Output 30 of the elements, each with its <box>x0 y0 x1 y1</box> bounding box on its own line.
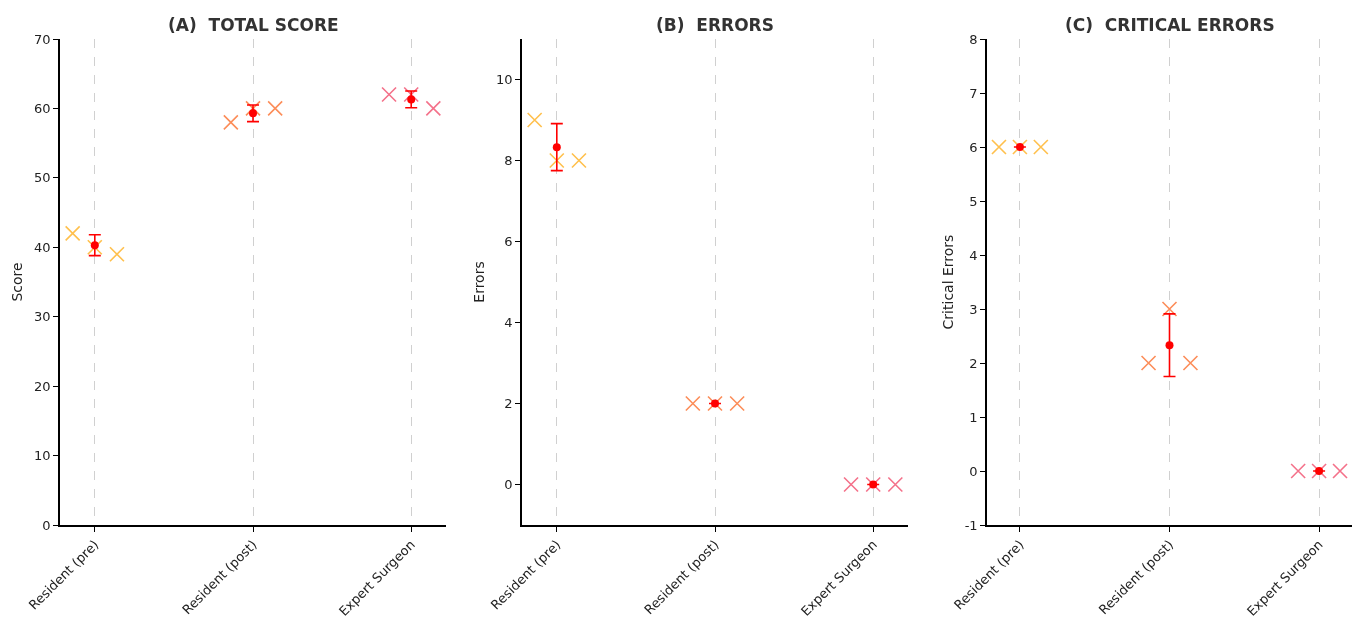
y-tick-label: 2 <box>504 396 513 412</box>
y-tick-label: 6 <box>504 234 513 250</box>
y-tick-label: 4 <box>504 315 513 331</box>
chart-title: (A) TOTAL SCORE <box>168 15 339 35</box>
y-tick-label: 60 <box>34 100 51 116</box>
y-tick-label: 10 <box>496 72 513 88</box>
y-tick-label: 4 <box>969 247 978 263</box>
y-tick-label: 30 <box>34 309 51 325</box>
y-tick-label: 5 <box>969 193 978 209</box>
y-tick-label: -1 <box>964 517 978 533</box>
y-axis-title: Errors <box>471 261 488 303</box>
y-tick-label: 2 <box>969 355 978 371</box>
y-axis-title: Score <box>9 262 26 302</box>
y-tick-label: 0 <box>969 463 978 479</box>
y-tick-label: 1 <box>969 409 978 425</box>
chart-title: (B) ERRORS <box>656 15 774 35</box>
y-tick-label: 3 <box>969 301 978 317</box>
y-tick-label: 50 <box>34 170 51 186</box>
y-axis-title: Critical Errors <box>939 234 956 330</box>
y-tick-label: 70 <box>34 31 51 47</box>
y-tick-label: 8 <box>504 153 513 169</box>
y-tick-label: 20 <box>34 378 51 394</box>
y-tick-label: 7 <box>969 85 978 101</box>
y-tick-label: 8 <box>969 31 978 47</box>
y-tick-label: 0 <box>504 477 513 493</box>
y-tick-label: 10 <box>34 448 51 464</box>
y-tick-label: 6 <box>969 139 978 155</box>
chart-title: (C) CRITICAL ERRORS <box>1065 15 1275 35</box>
y-tick-label: 40 <box>34 239 51 255</box>
y-tick-label: 0 <box>42 517 51 533</box>
